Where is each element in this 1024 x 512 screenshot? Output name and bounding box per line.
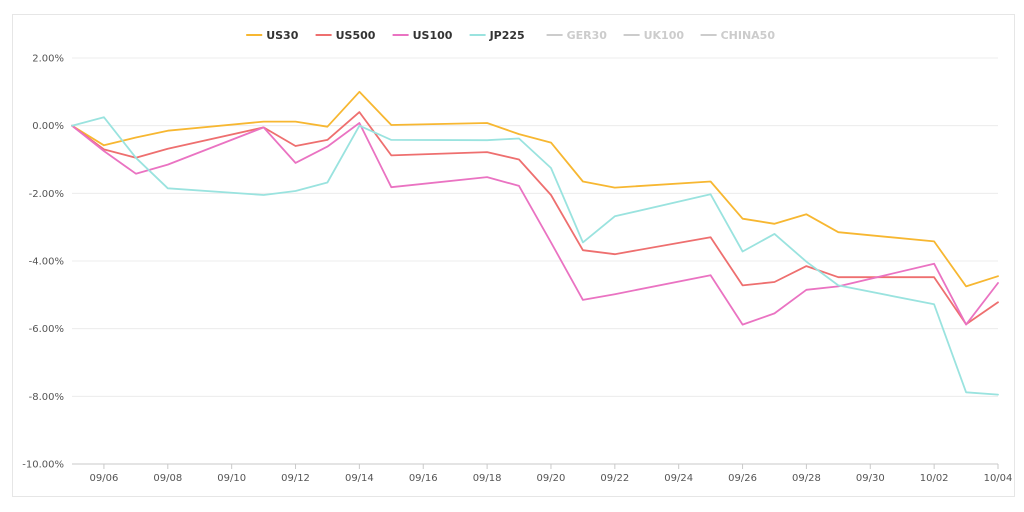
x-tick-label: 09/24 — [664, 473, 693, 484]
legend-item-us30[interactable]: US30 — [246, 29, 299, 42]
legend-item-ger30[interactable]: GER30 — [546, 29, 608, 42]
grid-lines — [72, 57, 998, 465]
legend-label: JP225 — [489, 29, 525, 42]
legend-item-uk100[interactable]: UK100 — [623, 29, 685, 42]
legend-item-us500[interactable]: US500 — [315, 29, 376, 42]
x-tick-label: 10/02 — [920, 473, 949, 484]
series-line-jp225 — [71, 116, 999, 396]
x-tick-label: 09/08 — [153, 473, 182, 484]
series-lines — [71, 90, 999, 396]
chart-frame — [12, 14, 1015, 497]
y-tick-label: -10.00% — [22, 460, 64, 471]
y-tick-label: 0.00% — [32, 121, 64, 132]
x-tick-label: 09/28 — [792, 473, 821, 484]
legend-label: CHINA50 — [721, 29, 776, 42]
y-tick-label: 2.00% — [32, 54, 64, 65]
x-tick-label: 09/18 — [473, 473, 502, 484]
legend: US30 US500 US100 JP225 GER30 UK100 CHINA50 — [246, 29, 775, 42]
y-tick-label: -2.00% — [29, 189, 64, 200]
legend-label: UK100 — [644, 29, 685, 42]
y-tick-label: -8.00% — [29, 392, 64, 403]
x-tick-label: 09/30 — [856, 473, 885, 484]
x-tick-label: 09/26 — [728, 473, 757, 484]
x-tick-label: 10/04 — [984, 473, 1013, 484]
series-line-us30 — [71, 90, 999, 288]
x-tick-label: 09/20 — [537, 473, 566, 484]
legend-item-us100[interactable]: US100 — [392, 29, 453, 42]
y-tick-label: -4.00% — [29, 257, 64, 268]
x-tick-label: 09/12 — [281, 473, 310, 484]
legend-item-jp225[interactable]: JP225 — [469, 29, 525, 42]
x-tick-label: 09/22 — [600, 473, 629, 484]
legend-label: US500 — [336, 29, 376, 42]
x-tick-label: 09/10 — [217, 473, 246, 484]
legend-label: GER30 — [567, 29, 608, 42]
x-tick-label: 09/06 — [90, 473, 119, 484]
x-tick-label: 09/14 — [345, 473, 374, 484]
legend-label: US100 — [413, 29, 453, 42]
x-axis: 09/06 09/08 09/10 09/12 09/14 09/16 09/18 09/20… — [72, 463, 1013, 484]
y-axis: 2.00% 0.00% -2.00% -4.00% -6.00% -8.00% -10.00… — [22, 54, 64, 471]
series-line-us100 — [71, 122, 999, 326]
y-tick-label: -6.00% — [29, 324, 64, 335]
series-line-us500 — [71, 111, 999, 326]
legend-label: US30 — [266, 29, 299, 42]
legend-item-china50[interactable]: CHINA50 — [700, 29, 776, 42]
x-tick-label: 09/16 — [409, 473, 438, 484]
